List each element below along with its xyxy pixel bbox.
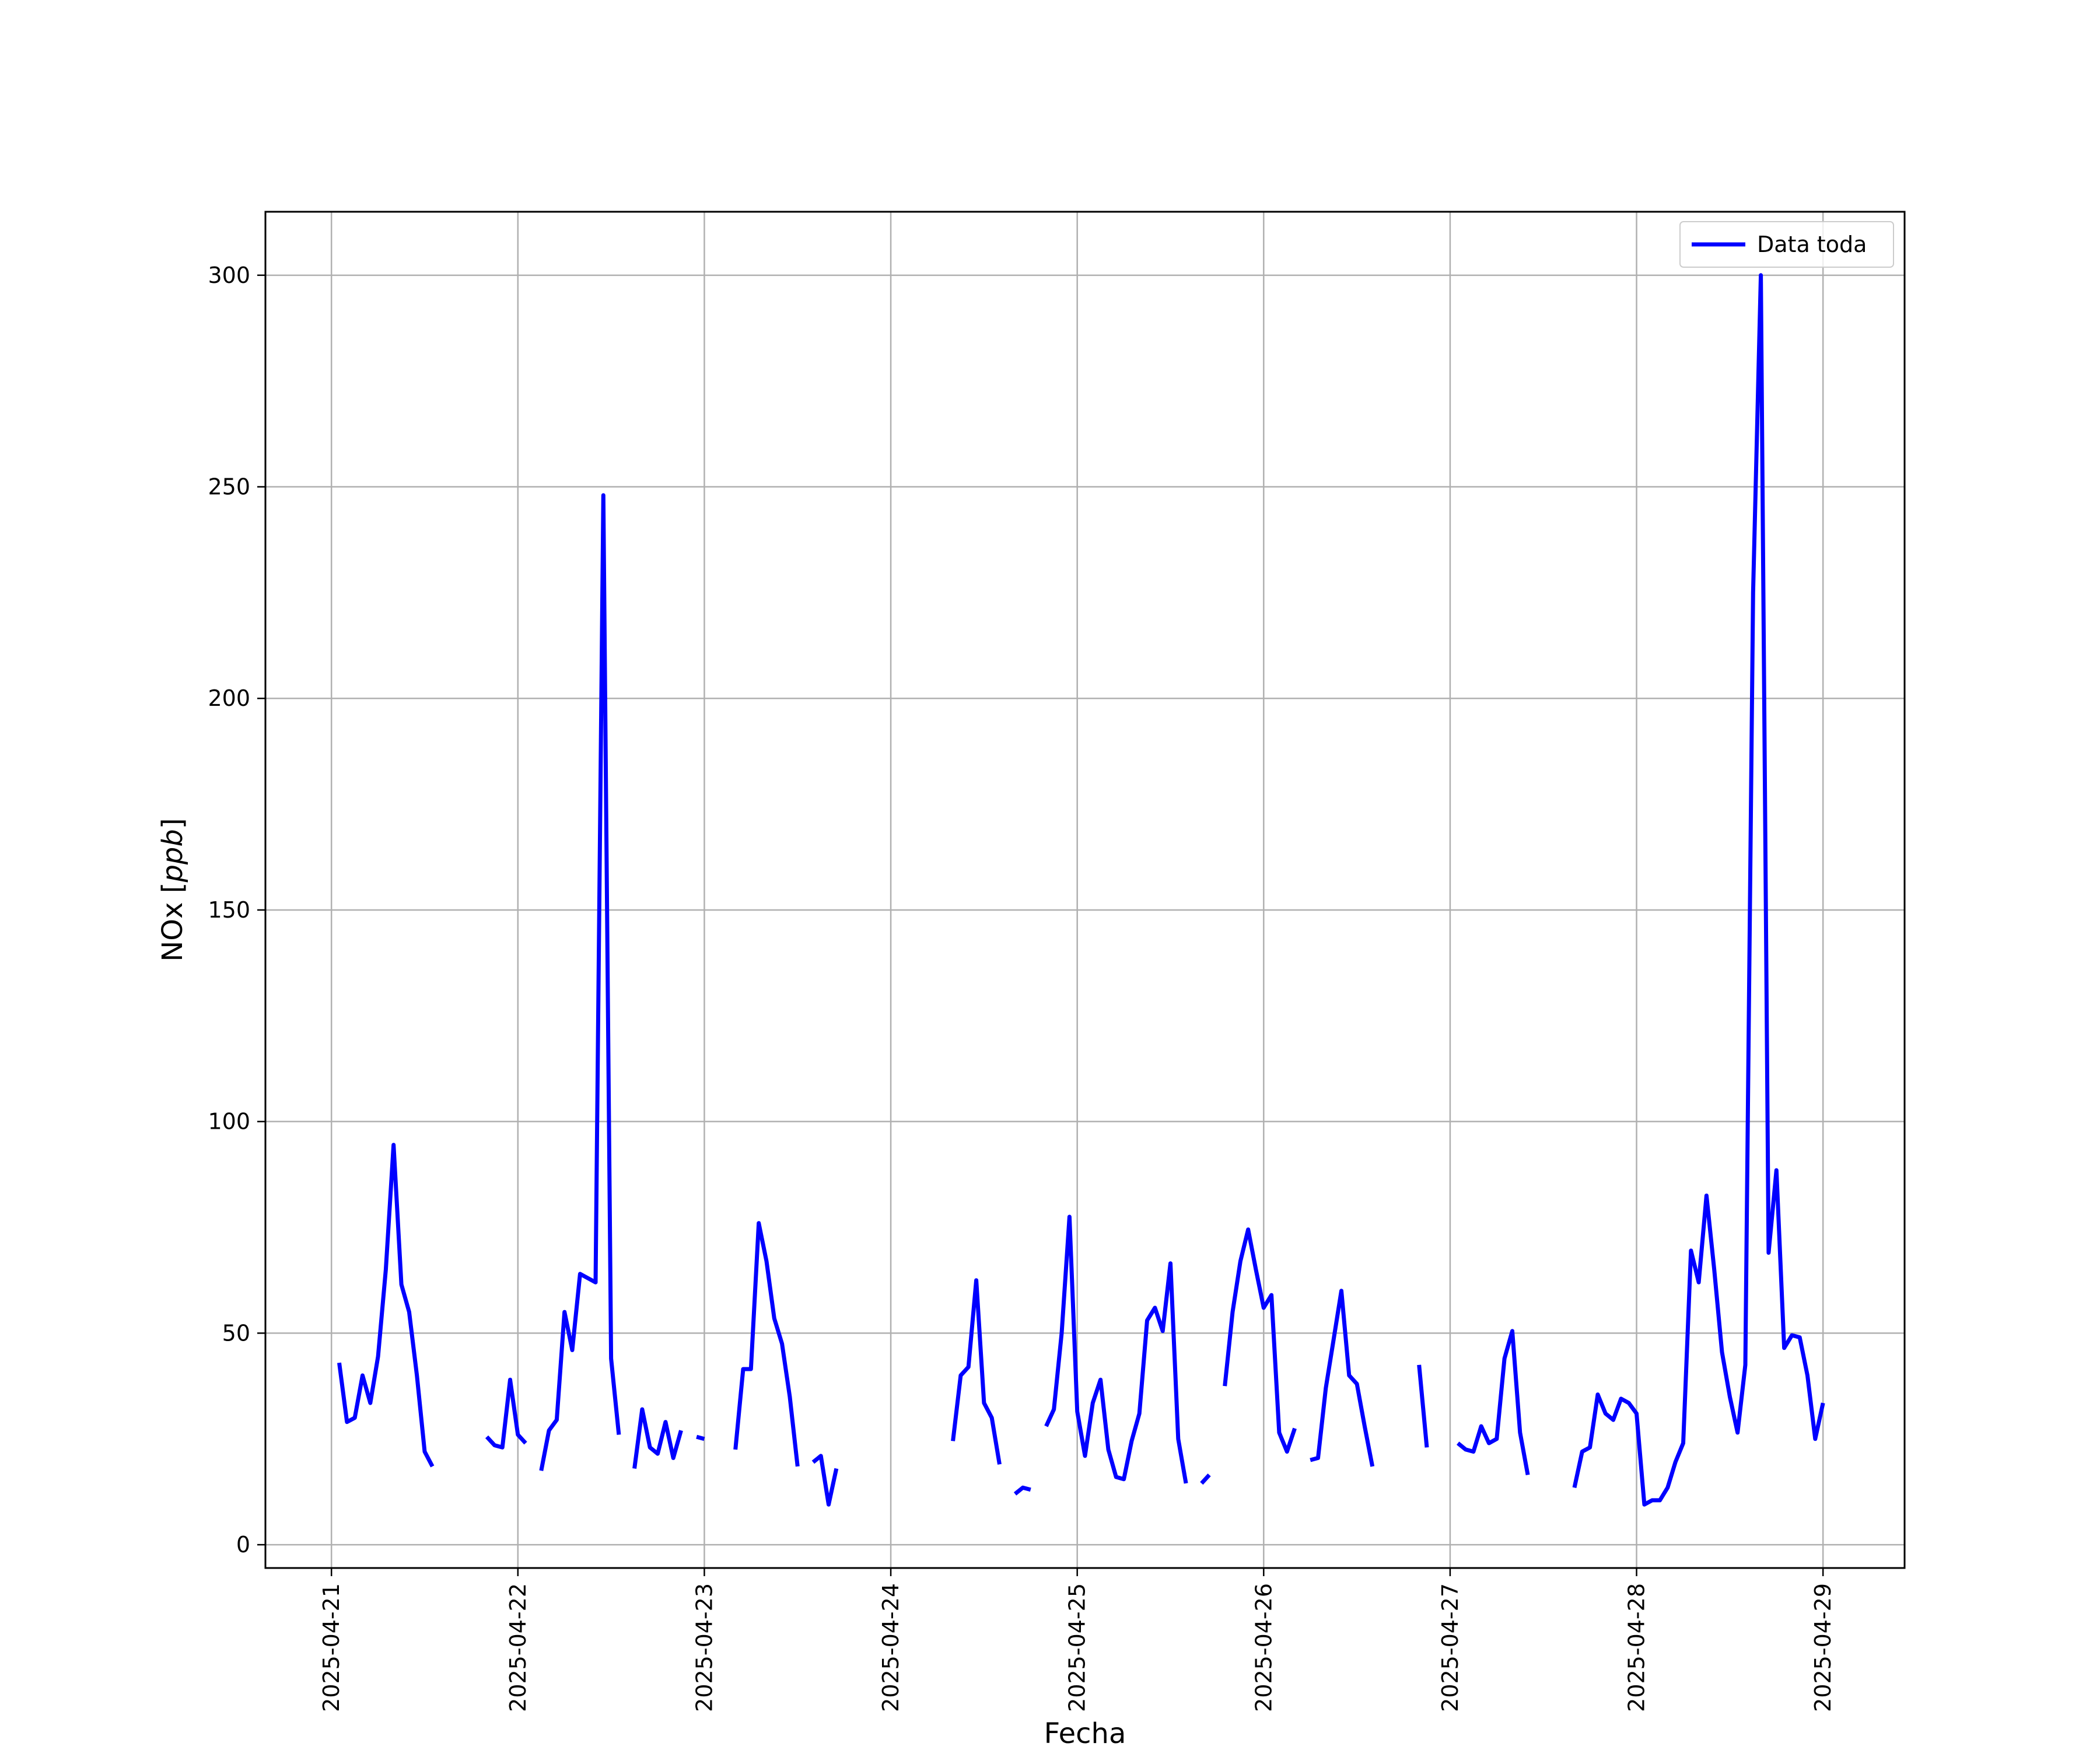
series-data-toda	[337, 273, 1825, 1507]
series-line-segment	[632, 1407, 683, 1469]
y-tick-label: 200	[208, 685, 250, 711]
legend-box	[1679, 221, 1894, 268]
x-axis: 2025-04-21 2025-04-22 2025-04-23 2025-04-24…	[318, 1568, 1836, 1712]
series-line-segment	[811, 1454, 839, 1507]
series-line-segment	[337, 1143, 435, 1468]
x-tick-label: 2025-04-21	[318, 1583, 344, 1712]
y-tick-label: 100	[208, 1109, 250, 1135]
legend: Data toda	[1679, 221, 1894, 268]
series-line-segment	[1572, 273, 1825, 1507]
y-axis-label-unit: ppb	[156, 829, 189, 883]
grid	[265, 212, 1905, 1568]
y-axis: 0 50 100 150 200 250 300	[208, 262, 265, 1558]
x-tick-label: 2025-04-29	[1810, 1583, 1836, 1712]
y-axis-label-main: NOx [	[156, 883, 189, 962]
series-line-segment	[485, 1377, 527, 1450]
y-tick-label: 250	[208, 474, 250, 500]
series-line-segment	[696, 1434, 705, 1441]
series-line-segment	[1310, 1289, 1375, 1467]
x-tick-label: 2025-04-23	[691, 1583, 717, 1712]
x-tick-label: 2025-04-27	[1437, 1583, 1463, 1712]
y-tick-label: 50	[222, 1320, 250, 1346]
series-line-segment	[539, 493, 621, 1471]
legend-label: Data toda	[1757, 232, 1867, 257]
x-tick-label: 2025-04-26	[1251, 1583, 1276, 1712]
y-axis-label-close: ]	[156, 818, 189, 829]
x-tick-label: 2025-04-22	[505, 1583, 531, 1712]
plot-frame	[264, 211, 1906, 1569]
series-line-segment	[951, 1278, 1002, 1465]
series-line-segment	[1223, 1227, 1297, 1454]
series-line-segment	[1417, 1364, 1429, 1448]
y-tick-label: 300	[208, 262, 250, 288]
y-tick-label: 0	[236, 1532, 250, 1558]
series-line-segment	[1013, 1485, 1031, 1496]
x-axis-label: Fecha	[1044, 1717, 1126, 1750]
y-axis-label: NOx [ppb]	[156, 818, 189, 961]
series-line-segment	[1456, 1329, 1530, 1476]
series-line-segment	[733, 1221, 800, 1467]
y-tick-label: 150	[208, 897, 250, 923]
series-line-segment	[1200, 1474, 1211, 1485]
x-tick-label: 2025-04-25	[1065, 1583, 1090, 1712]
x-tick-label: 2025-04-28	[1624, 1583, 1650, 1712]
series-line-segment	[1044, 1214, 1188, 1484]
x-tick-label: 2025-04-24	[878, 1583, 904, 1712]
